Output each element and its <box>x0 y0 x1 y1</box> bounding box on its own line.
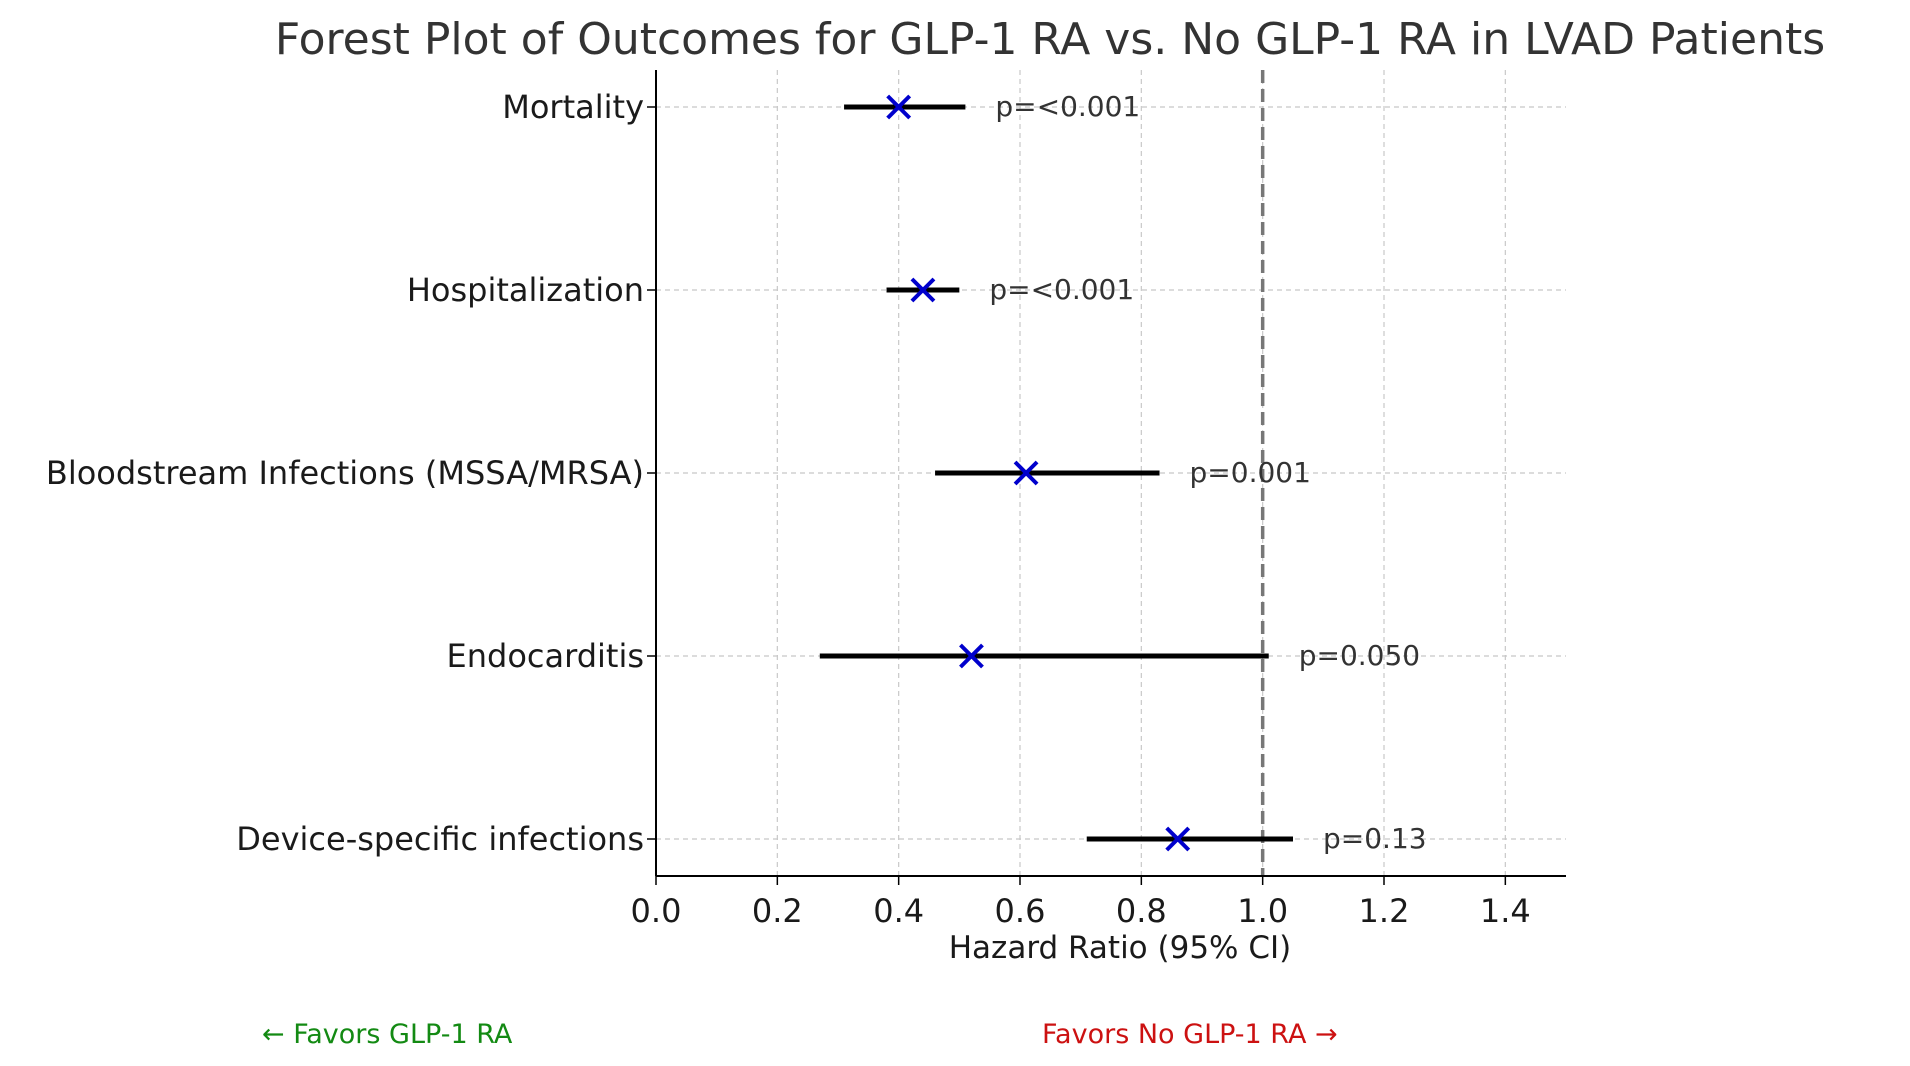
hazard-ratio-marker <box>910 277 936 303</box>
marker-stroke <box>959 643 984 669</box>
hazard-ratio-marker <box>1165 826 1191 852</box>
x-tick-label: 1.0 <box>1237 892 1288 930</box>
chart-title: Forest Plot of Outcomes for GLP-1 RA vs.… <box>275 14 1825 65</box>
outcome-label: Mortality <box>502 88 644 126</box>
outcome-row: Endocarditis p=0.050 <box>447 637 1421 675</box>
x-tick-label: 1.4 <box>1480 892 1531 930</box>
x-axis-label: Hazard Ratio (95% CI) <box>949 930 1291 966</box>
outcome-row: Mortality p=<0.001 <box>502 88 1140 126</box>
outcome-label: Hospitalization <box>407 271 644 309</box>
p-value-label: p=0.13 <box>1323 822 1427 855</box>
outcome-label: Endocarditis <box>447 637 645 675</box>
outcome-row: Device-specific infections p=0.13 <box>236 820 1426 858</box>
hazard-ratio-marker <box>1013 460 1039 486</box>
favors-glp1-annotation: ← Favors GLP-1 RA <box>262 1019 513 1050</box>
p-value-label: p=0.001 <box>1190 456 1311 489</box>
outcome-row: Bloodstream Infections (MSSA/MRSA) p=0.00… <box>46 454 1311 492</box>
outcome-label: Device-specific infections <box>236 820 644 858</box>
axes: 0.0 0.2 0.4 0.6 0.8 1.0 1.2 1.4 <box>631 70 1566 930</box>
outcome-rows: Mortality p=<0.001 Hospitalization p=<0.001… <box>46 88 1427 858</box>
x-tick-label: 1.2 <box>1359 892 1410 930</box>
x-tick-label: 0.6 <box>995 892 1046 930</box>
favors-no-glp1-annotation: Favors No GLP-1 RA → <box>1042 1019 1338 1050</box>
hazard-ratio-marker <box>959 643 984 669</box>
x-tick-label: 0.0 <box>631 892 682 930</box>
hazard-ratio-marker <box>886 94 912 120</box>
x-tick-label: 0.8 <box>1116 892 1167 930</box>
marker-stroke <box>1013 460 1039 486</box>
p-value-label: p=<0.001 <box>995 90 1140 123</box>
outcome-label: Bloodstream Infections (MSSA/MRSA) <box>46 454 644 492</box>
x-tick-label: 0.4 <box>873 892 924 930</box>
marker-stroke <box>886 94 912 120</box>
outcome-row: Hospitalization p=<0.001 <box>407 271 1134 309</box>
marker-stroke <box>1165 826 1191 852</box>
x-tick-label: 0.2 <box>752 892 803 930</box>
marker-stroke <box>910 277 936 303</box>
p-value-label: p=<0.001 <box>989 273 1134 306</box>
p-value-label: p=0.050 <box>1299 639 1420 672</box>
